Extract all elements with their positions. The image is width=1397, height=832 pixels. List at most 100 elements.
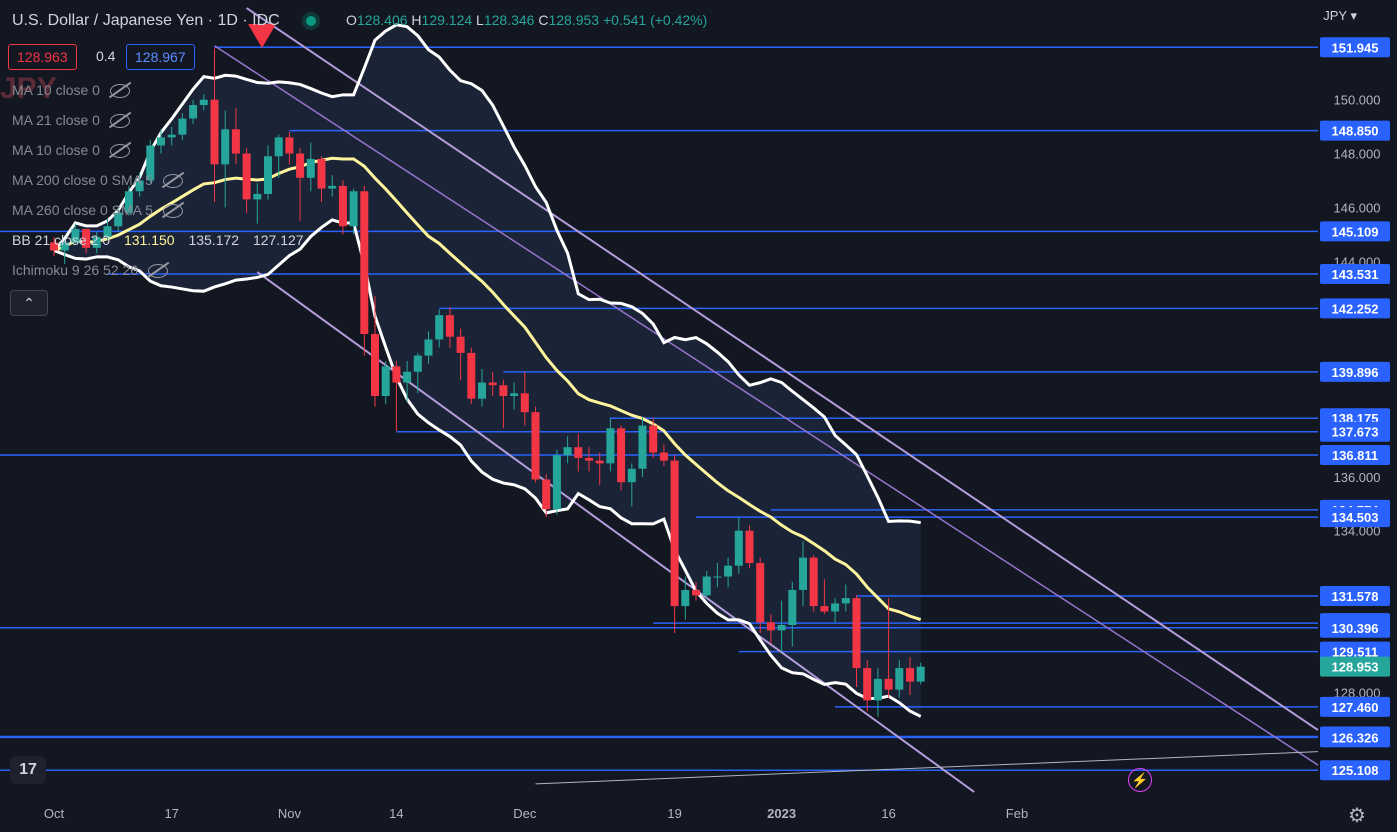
legend-ma-4[interactable]: MA 200 close 0 SMA 5 (12, 172, 183, 189)
bb-upper-value: 135.172 (188, 232, 240, 248)
legend-bb[interactable]: BB 21 close 2 0 131.150 135.172 127.127 (12, 232, 304, 248)
legend-ma-2[interactable]: MA 21 close 0 (12, 112, 130, 129)
candle-body (435, 315, 444, 340)
candle-body (766, 622, 775, 631)
candle-1 (60, 239, 69, 264)
candle-37 (445, 307, 454, 348)
x-tick-label-3: 14 (389, 806, 403, 821)
symbol-title[interactable]: U.S. Dollar / Japanese Yen · 1D · IDC (12, 12, 280, 29)
candle-body (681, 589, 690, 607)
legend-ma-3[interactable]: MA 10 close 0 (12, 142, 130, 159)
candle-15 (210, 48, 219, 203)
candle-body (906, 668, 914, 682)
candle-body (167, 134, 176, 138)
bb-band-fill (54, 24, 921, 717)
price-label-text: 134.503 (1332, 510, 1379, 525)
candle-29 (360, 185, 369, 356)
candle-5 (103, 218, 112, 240)
price-label-text: 143.531 (1332, 267, 1379, 282)
candle-21 (274, 134, 283, 178)
candle-44 (520, 371, 529, 426)
price-label-11: 131.578 (1320, 585, 1390, 606)
candle-body (328, 185, 337, 189)
price-label-10: 134.503 (1320, 507, 1390, 528)
sell-button[interactable]: 128.963 (8, 44, 77, 70)
candle-54 (627, 463, 636, 507)
candle-body (702, 576, 711, 596)
candle-30 (371, 296, 379, 407)
candle-49 (574, 433, 583, 472)
legend-ichimoku[interactable]: Ichimoku 9 26 52 26 (12, 262, 169, 279)
low-key: L (476, 12, 484, 28)
candle-67 (766, 614, 775, 644)
candle-body (499, 385, 508, 396)
hidden-eye-icon[interactable] (109, 84, 130, 99)
candle-17 (231, 107, 240, 165)
candle-8 (135, 172, 144, 197)
collapse-legend-button[interactable]: ⌃ (10, 290, 48, 316)
candle-body (638, 425, 647, 469)
tradingview-logo-icon[interactable]: 17 (10, 756, 46, 784)
candle-body (82, 228, 91, 248)
candle-body (221, 129, 230, 165)
lightning-icon[interactable]: ⚡ (1128, 768, 1152, 792)
candle-body (884, 678, 893, 690)
bb-basis-value: 131.150 (123, 232, 175, 248)
candle-body (692, 589, 700, 596)
hidden-eye-icon[interactable] (162, 174, 183, 189)
candle-body (478, 382, 486, 399)
legend-ma-1[interactable]: MA 10 close 0 (12, 82, 130, 99)
candle-43 (510, 382, 519, 410)
candle-body (488, 382, 497, 386)
gear-icon[interactable]: ⚙ (1348, 805, 1366, 827)
candle-body (713, 576, 722, 578)
price-label-box (1320, 444, 1390, 465)
price-label-13: 130.396 (1320, 617, 1390, 638)
legend-ma-5-label: MA 260 close 0 SMA 5 (12, 202, 153, 218)
hidden-eye-icon[interactable] (148, 264, 169, 279)
hidden-eye-icon[interactable] (162, 204, 183, 219)
candle-72 (820, 579, 829, 615)
candle-0 (50, 237, 58, 256)
price-label-8: 136.811 (1320, 444, 1390, 465)
candle-60 (692, 581, 700, 601)
price-label-box (1320, 361, 1390, 382)
bb-basis-line (53, 156, 922, 621)
market-status-dot[interactable] (305, 16, 316, 27)
channel-mid-line (214, 45, 1319, 766)
candle-32 (392, 360, 401, 432)
candle-74 (841, 584, 850, 612)
candle-body (531, 412, 540, 480)
candle-body (124, 191, 133, 213)
legend-ma-5[interactable]: MA 260 close 0 SMA 5 (12, 202, 183, 219)
candle-51 (595, 452, 604, 485)
candle-body (199, 99, 208, 106)
candle-73 (831, 598, 840, 623)
price-label-box (1320, 507, 1390, 528)
candle-body (595, 460, 604, 464)
candle-body (563, 447, 572, 456)
price-label-4: 142.252 (1320, 298, 1390, 319)
candle-64 (734, 517, 743, 574)
candle-31 (381, 360, 390, 405)
price-label-box (1320, 641, 1390, 662)
candle-body (178, 118, 187, 135)
candle-body (92, 237, 101, 248)
currency-selector[interactable]: JPY (1323, 8, 1357, 24)
candle-body (863, 668, 872, 701)
candle-body (510, 393, 519, 396)
candle-body (306, 158, 315, 178)
candle-body (799, 557, 807, 590)
candle-78 (884, 598, 893, 698)
candle-body (659, 452, 668, 461)
buy-button[interactable]: 128.967 (126, 44, 195, 70)
hidden-eye-icon[interactable] (109, 144, 130, 159)
candle-75 (852, 595, 861, 687)
hidden-eye-icon[interactable] (109, 114, 130, 129)
candle-18 (242, 148, 251, 213)
candle-body (264, 156, 272, 194)
candle-47 (552, 449, 561, 515)
candle-65 (745, 525, 754, 569)
high-value: 129.124 (421, 12, 473, 28)
